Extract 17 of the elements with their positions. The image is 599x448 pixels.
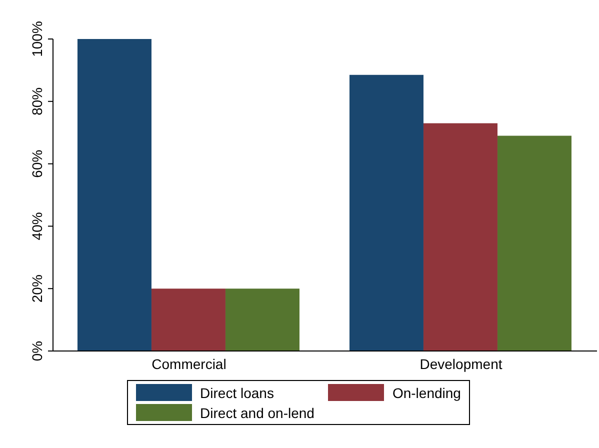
y-tick-label: 80% xyxy=(29,87,45,116)
x-tick-label: Commercial xyxy=(152,356,226,372)
bar xyxy=(497,136,572,351)
legend-label: Direct loans xyxy=(200,384,274,400)
bar xyxy=(423,123,498,351)
legend-label: Direct and on-lend xyxy=(200,404,314,420)
y-tick-label: 20% xyxy=(29,274,45,303)
bar xyxy=(225,288,300,351)
y-tick-label: 0% xyxy=(29,340,45,362)
bar xyxy=(349,74,424,351)
bar xyxy=(151,288,226,351)
y-tick-label: 40% xyxy=(29,212,45,240)
bar xyxy=(77,39,152,351)
legend-label: On-lending xyxy=(392,384,461,400)
y-tick-label: 100% xyxy=(29,21,45,57)
y-tick-label: 60% xyxy=(29,150,45,178)
x-tick-label: Development xyxy=(420,356,502,372)
